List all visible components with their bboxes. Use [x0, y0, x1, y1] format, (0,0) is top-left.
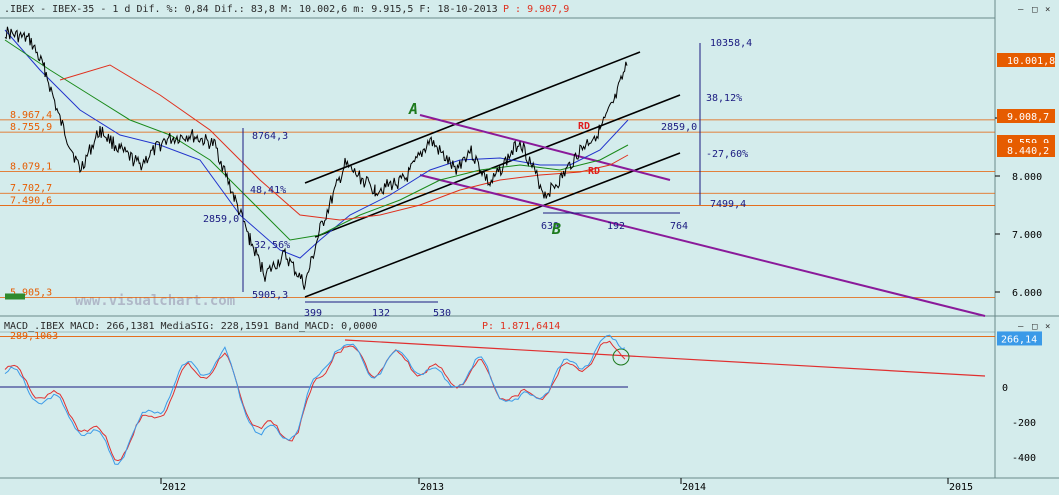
line-a	[419, 114, 671, 181]
minimize-icon[interactable]: –	[1018, 322, 1024, 332]
annotations: 8764,3 48,41% 2859,0 32,56% 5905,3 399 132 530 1…	[203, 38, 752, 319]
signal-line	[4, 340, 626, 462]
x-tick-label: 2012	[162, 482, 186, 493]
annotation-label: -27,60%	[706, 149, 748, 160]
watermark: www.visualchart.com	[75, 293, 235, 309]
annotation-label: 2859,0	[203, 214, 239, 225]
macd-circle	[612, 348, 630, 366]
y-tick-label: 6.000	[1012, 288, 1042, 299]
level-lines: 8.967,48.755,9 8.079,1 7.702,7 7.490,6 5.905…	[0, 110, 995, 300]
annotation-label: 764	[670, 221, 688, 232]
rd-label: RD	[588, 166, 600, 177]
price-series	[4, 26, 628, 290]
minimize-icon[interactable]: –	[1018, 5, 1024, 15]
macd-line	[4, 334, 626, 465]
y-tick-label: 8.000	[1012, 172, 1042, 183]
macd-legend-p: P: 1.871,6414	[482, 321, 560, 332]
window-buttons-macd[interactable]: – □ ×	[1018, 322, 1050, 332]
price-label: P : 9.907,9	[503, 4, 569, 15]
close-icon[interactable]: ×	[1045, 322, 1050, 332]
price-tag-label: 10.001,8	[1007, 56, 1055, 67]
y-tick-label: 7.000	[1012, 230, 1042, 241]
line-b	[419, 174, 986, 317]
channel-lower-line	[304, 152, 681, 298]
ma-fast-line	[4, 29, 629, 259]
price-tag-label: 9.008,7	[1007, 112, 1049, 123]
price-tag-box	[997, 143, 1055, 157]
annotation-label: 132	[372, 308, 390, 319]
macd-y-tick-label: 0	[1002, 383, 1008, 394]
level-marker	[5, 293, 25, 300]
moving-averages	[4, 29, 629, 259]
macd-y-tick-label: -200	[1012, 418, 1036, 429]
annotation-label: 530	[433, 308, 451, 319]
rd-label: RD	[578, 121, 590, 132]
price-tag-box	[997, 109, 1055, 123]
x-tick-label: 2013	[420, 482, 444, 493]
annotation-label: 192	[607, 221, 625, 232]
trend-lines	[304, 51, 986, 317]
annotation-label: 10358,4	[710, 38, 752, 49]
close-icon[interactable]: ×	[1045, 5, 1050, 15]
macd-legend: MACD_.IBEX MACD: 266,1381 MediaSIG: 228,…	[4, 321, 377, 332]
annotation-label: 32,56%	[254, 240, 290, 251]
maximize-icon[interactable]: □	[1032, 5, 1038, 15]
level-label: 8.755,9	[10, 122, 52, 133]
annotation-label: 38,12%	[706, 93, 742, 104]
annotation-label: 5905,3	[252, 290, 288, 301]
macd-y-tick-label: -400	[1012, 453, 1036, 464]
wave-label: A	[408, 100, 418, 118]
macd-trend-line	[344, 339, 986, 377]
price-tag-label: 8.440,2	[1007, 146, 1049, 157]
level-label: 5.905,3	[10, 287, 52, 298]
maximize-icon[interactable]: □	[1032, 322, 1038, 332]
annotation-label: 2859,0	[661, 122, 697, 133]
level-label: 8.967,4	[10, 110, 52, 121]
x-tick-label: 2015	[949, 482, 973, 493]
annotation-label: 399	[304, 308, 322, 319]
channel-upper-line	[304, 51, 641, 184]
annotation-label: 7499,4	[710, 199, 746, 210]
x-tick-label: 2014	[682, 482, 706, 493]
channel-middle-line	[314, 94, 681, 238]
ma-mid-line	[4, 39, 629, 241]
wave-label: B	[551, 220, 561, 238]
annotation-label: 8764,3	[252, 131, 288, 142]
price-tags: 10.001,89.008,78.559,98.440,2	[997, 53, 1055, 157]
macd-tag-label: 266,14	[1001, 334, 1037, 345]
x-axis: 2012 2013 2014 2015	[160, 478, 973, 493]
level-label: 7.490,6	[10, 196, 52, 207]
level-label: 8.079,1	[10, 161, 52, 172]
level-label: 7.702,7	[10, 183, 52, 194]
annotation-label: 639	[541, 221, 559, 232]
macd-tag-box	[997, 331, 1042, 346]
window-buttons-top[interactable]: – □ ×	[1018, 5, 1050, 15]
ma-slow-line	[59, 64, 629, 221]
price-line	[4, 26, 628, 290]
annotation-label: 48,41%	[250, 185, 286, 196]
price-tag-box	[997, 53, 1055, 67]
chart-header: .IBEX - IBEX-35 - 1 d Dif. %: 0,84 Dif.:…	[4, 4, 498, 15]
macd-panel: MACD_.IBEX MACD: 266,1381 MediaSIG: 228,…	[0, 321, 1042, 465]
